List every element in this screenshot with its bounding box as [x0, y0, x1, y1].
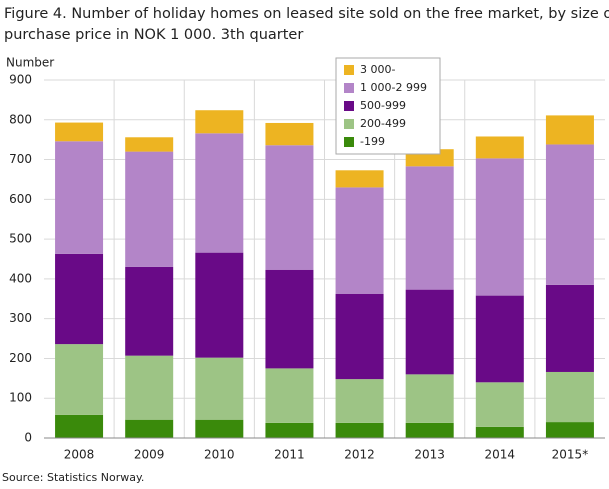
x-tick-label: 2012: [344, 448, 375, 462]
bar-segment: [405, 374, 454, 423]
bar-segment: [55, 122, 104, 142]
bar-segment: [195, 133, 244, 253]
legend-label: 200-499: [360, 117, 406, 130]
legend-swatch: [344, 101, 354, 111]
bar-segment: [475, 426, 524, 438]
x-tick-label: 2013: [414, 448, 445, 462]
y-tick-label: 200: [9, 351, 32, 365]
bar-segment: [265, 145, 314, 270]
y-axis-label: Number: [6, 56, 54, 70]
bar-segment: [265, 269, 314, 369]
x-tick-label: 2010: [204, 448, 235, 462]
bar-segment: [335, 187, 384, 295]
bar-segment: [125, 151, 174, 267]
bar-segment: [405, 166, 454, 290]
bar-segment: [265, 122, 314, 146]
y-tick-label: 500: [9, 232, 32, 246]
bar-segment: [195, 110, 244, 134]
source: Source: Statistics Norway.: [2, 471, 144, 484]
legend-label: 500-999: [360, 99, 406, 112]
y-tick-label: 0: [24, 431, 32, 445]
y-tick-label: 800: [9, 112, 32, 126]
legend-label: -199: [360, 135, 385, 148]
bar-segment: [55, 344, 104, 415]
bar-segment: [55, 414, 104, 438]
chart-title: purchase price in NOK 1 000. 3th quarter: [4, 27, 303, 43]
bar-segment: [265, 422, 314, 438]
bar-segment: [405, 422, 454, 438]
bar-segment: [475, 136, 524, 159]
bar-segment: [55, 141, 104, 254]
y-tick-label: 100: [9, 391, 32, 405]
bar-segment: [125, 266, 174, 356]
bar-segment: [125, 355, 174, 420]
bar-segment: [335, 379, 384, 423]
y-tick-label: 900: [9, 73, 32, 87]
bar-segment: [335, 294, 384, 380]
x-tick-label: 2014: [485, 448, 516, 462]
bar-segment: [195, 419, 244, 438]
legend-swatch: [344, 65, 354, 75]
bar-segment: [405, 289, 454, 375]
bar-segment: [195, 357, 244, 420]
bar-segment: [475, 158, 524, 296]
y-tick-label: 400: [9, 271, 32, 285]
bar-segment: [475, 382, 524, 427]
y-tick-label: 700: [9, 152, 32, 166]
x-tick-label: 2011: [274, 448, 305, 462]
bar-segment: [55, 253, 104, 345]
bar-segment: [265, 368, 314, 423]
y-tick-label: 600: [9, 192, 32, 206]
legend-label: 1 000-2 999: [360, 81, 427, 94]
bar-segment: [545, 422, 594, 438]
x-tick-label: 2015*: [552, 448, 589, 462]
bar-segment: [545, 371, 594, 423]
legend-swatch: [344, 83, 354, 93]
legend-swatch: [344, 137, 354, 147]
legend-label: 3 000-: [360, 63, 395, 76]
bar-segment: [335, 422, 384, 438]
y-tick-label: 300: [9, 311, 32, 325]
bar-segment: [545, 115, 594, 145]
x-tick-label: 2009: [134, 448, 165, 462]
bar-segment: [335, 170, 384, 188]
bar-segment: [475, 295, 524, 383]
x-tick-label: 2008: [64, 448, 95, 462]
bar-segment: [545, 284, 594, 372]
bar-segment: [545, 144, 594, 285]
bar-segment: [125, 419, 174, 438]
legend-swatch: [344, 119, 354, 129]
chart-title: Figure 4. Number of holiday homes on lea…: [4, 6, 609, 22]
bar-segment: [195, 252, 244, 358]
bar-segment: [125, 137, 174, 152]
